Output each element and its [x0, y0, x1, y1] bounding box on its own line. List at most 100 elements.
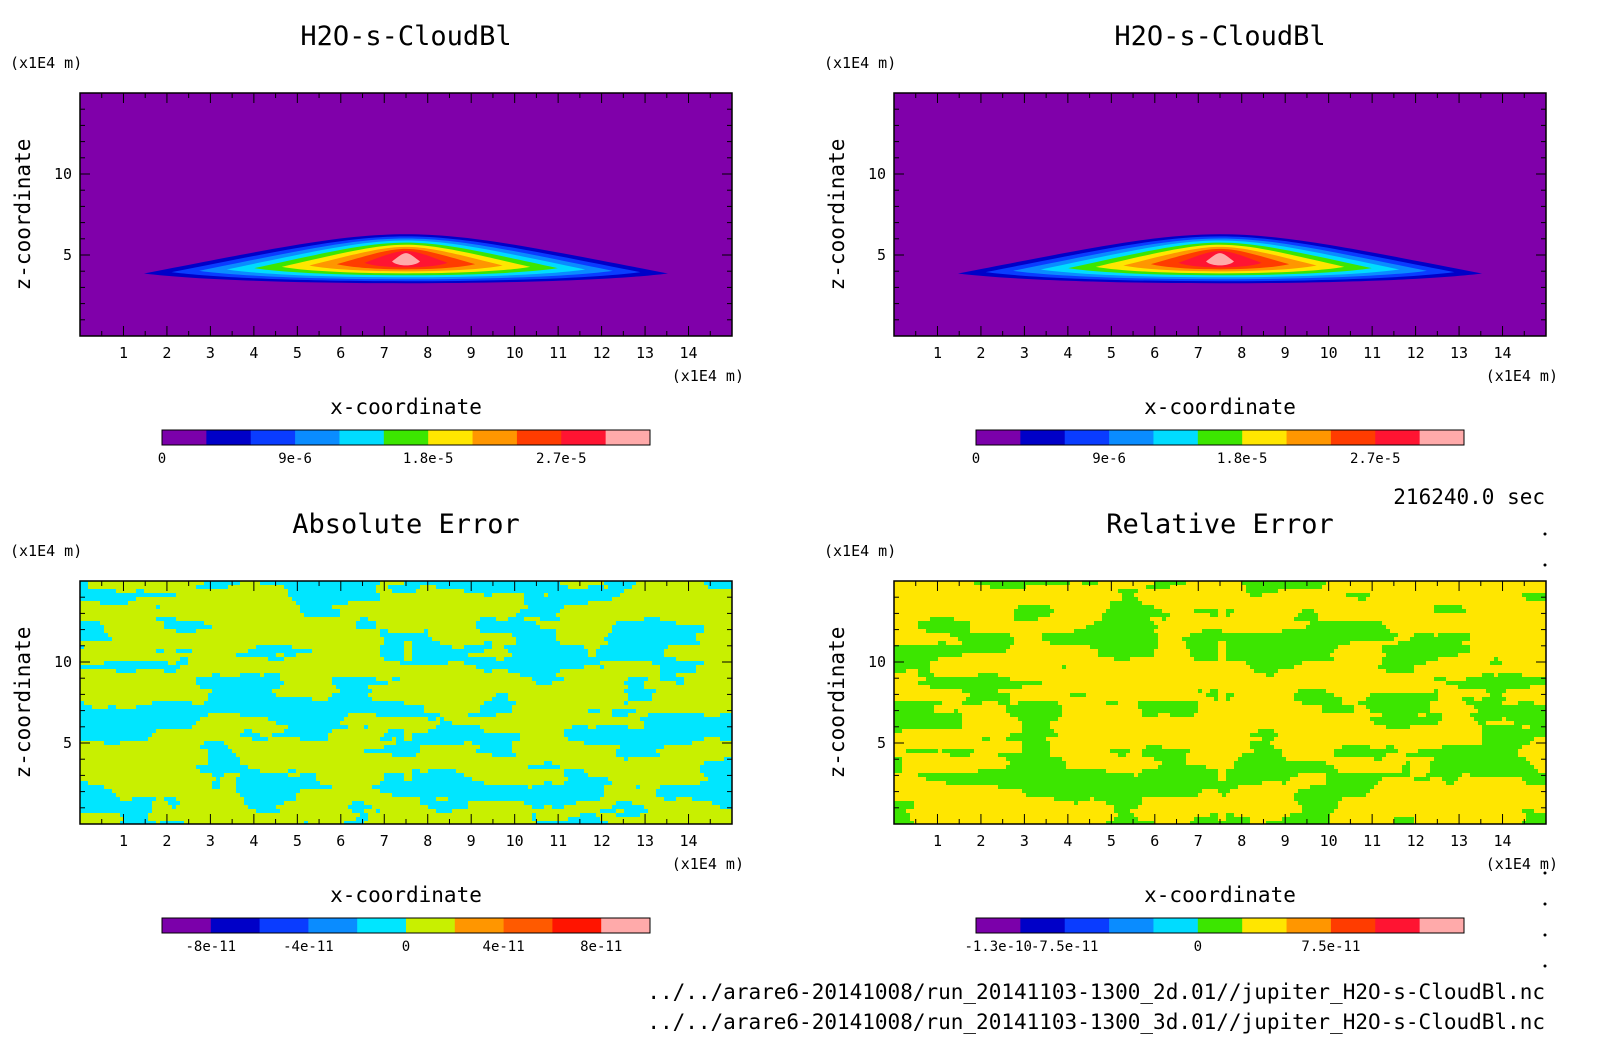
- error-region: [80, 717, 200, 721]
- error-region: [1386, 669, 1414, 673]
- x-tick-label: 7: [380, 832, 389, 850]
- error-region: [1446, 781, 1454, 785]
- error-region: [1426, 713, 1442, 717]
- error-region: [1486, 689, 1506, 693]
- error-region: [208, 757, 240, 761]
- error-region: [1102, 617, 1150, 621]
- error-region: [396, 741, 464, 745]
- error-region: [1430, 769, 1538, 773]
- error-region: [524, 593, 544, 597]
- error-region: [364, 749, 420, 753]
- error-region: [80, 589, 116, 593]
- error-region: [1198, 689, 1202, 693]
- colorbar-swatch: [295, 430, 340, 445]
- x-tick-label: 13: [636, 344, 654, 362]
- error-region: [600, 645, 668, 649]
- error-region: [1506, 717, 1546, 721]
- error-region: [926, 677, 1010, 681]
- error-region: [1358, 597, 1366, 601]
- error-region: [1186, 645, 1218, 649]
- x-tick-label: 8: [423, 832, 432, 850]
- error-region: [894, 705, 934, 709]
- error-region: [1246, 585, 1322, 589]
- error-region: [1478, 709, 1546, 713]
- error-region: [1086, 625, 1158, 629]
- error-region: [300, 737, 328, 741]
- error-region: [80, 805, 152, 809]
- error-region: [480, 709, 512, 713]
- error-region: [1402, 769, 1410, 773]
- error-region: [392, 753, 416, 757]
- error-region: [160, 821, 184, 824]
- error-region: [288, 725, 348, 729]
- error-region: [120, 813, 148, 817]
- error-region: [1490, 693, 1502, 697]
- x-tick-label: 10: [1320, 344, 1338, 362]
- colorbar-swatch: [1375, 430, 1421, 445]
- error-region: [1142, 709, 1198, 713]
- error-region: [476, 749, 512, 753]
- error-region: [1442, 745, 1522, 749]
- colorbar-tick-label: 2.7e-5: [536, 451, 587, 467]
- colorbar-frame: [975, 917, 1465, 934]
- plot-background: [80, 93, 732, 336]
- colorbar-swatch: [1286, 430, 1332, 445]
- error-region: [152, 701, 192, 705]
- x-tick-label: 9: [1281, 832, 1290, 850]
- colorbar-swatch: [976, 918, 1021, 933]
- error-region: [1262, 737, 1274, 741]
- error-region: [712, 801, 732, 805]
- error-region: [80, 737, 148, 741]
- error-region: [700, 765, 732, 769]
- error-region: [1106, 821, 1154, 824]
- error-region: [692, 797, 732, 801]
- error-region: [1522, 593, 1546, 597]
- error-region: [244, 801, 284, 805]
- error-region: [136, 589, 144, 593]
- x-tick-label: 11: [1363, 832, 1381, 850]
- error-region: [894, 657, 938, 661]
- colorbar-swatch: [1197, 918, 1243, 933]
- error-region: [236, 781, 320, 785]
- error-region: [248, 805, 276, 809]
- error-region: [360, 813, 368, 817]
- error-region: [412, 649, 484, 653]
- error-region: [572, 725, 588, 729]
- error-region: [1522, 809, 1534, 813]
- error-region: [100, 601, 128, 605]
- error-region: [1522, 777, 1546, 781]
- error-region: [1382, 657, 1438, 661]
- colorbar-tick-label: 0: [158, 451, 166, 467]
- error-region: [1410, 637, 1470, 641]
- error-region: [624, 757, 628, 761]
- error-region: [236, 777, 316, 781]
- error-region: [336, 685, 368, 689]
- x-tick-label: 6: [1150, 344, 1159, 362]
- error-region: [80, 721, 196, 725]
- error-region: [640, 717, 732, 721]
- error-region: [476, 625, 540, 629]
- chart-panel-3: Relative Error (x1E4 m) (x1E4 m) x-coordina…: [824, 509, 1558, 955]
- error-region: [80, 665, 180, 669]
- error-region: [1382, 649, 1470, 653]
- error-region: [608, 633, 696, 637]
- error-region: [930, 617, 954, 621]
- error-region: [180, 657, 188, 661]
- error-region: [1266, 673, 1274, 677]
- error-region: [1226, 817, 1250, 821]
- colorbar-swatch: [561, 430, 607, 445]
- error-region: [212, 785, 220, 789]
- error-region: [1018, 701, 1058, 705]
- error-region: [978, 673, 998, 677]
- error-region: [1290, 813, 1330, 817]
- colorbar-tick-label: 0: [972, 451, 980, 467]
- error-region: [1114, 657, 1130, 661]
- error-region: [200, 685, 280, 689]
- error-region: [200, 769, 260, 773]
- error-region: [1382, 713, 1418, 717]
- error-region: [240, 773, 288, 777]
- error-region: [1106, 801, 1142, 805]
- error-region: [660, 673, 676, 677]
- error-region: [1202, 629, 1222, 633]
- error-region: [124, 817, 148, 821]
